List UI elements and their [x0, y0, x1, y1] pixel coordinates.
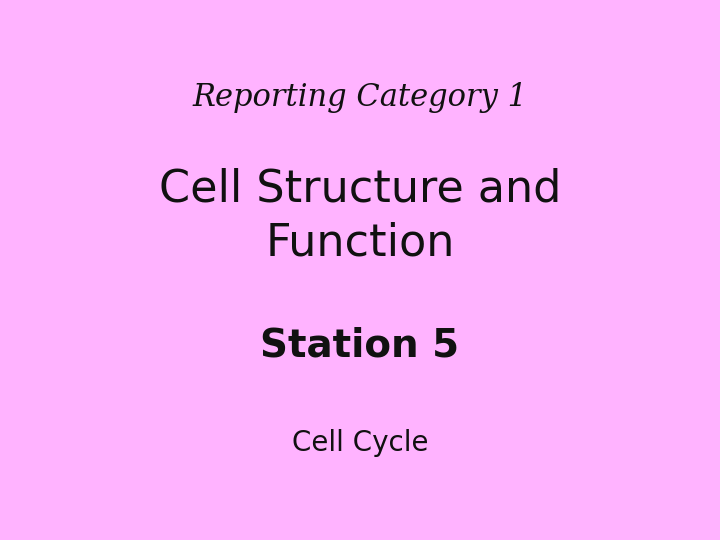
Text: Reporting Category 1: Reporting Category 1 — [192, 82, 528, 113]
Text: Station 5: Station 5 — [261, 327, 459, 364]
Text: Cell Structure and
Function: Cell Structure and Function — [159, 168, 561, 264]
Text: Cell Cycle: Cell Cycle — [292, 429, 428, 457]
